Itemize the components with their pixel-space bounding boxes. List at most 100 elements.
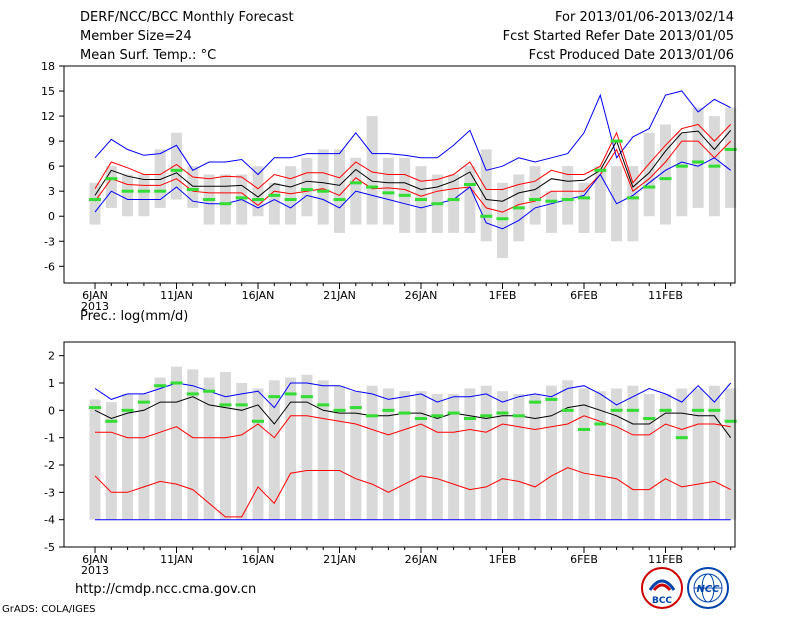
precip-marker-17 [349,406,362,410]
precip-marker-23 [447,411,460,415]
temp-bar-12 [268,182,280,225]
temp-marker-19 [382,191,395,195]
temp-marker-9 [219,202,232,206]
precip-xtick-label: 11JAN [160,553,193,566]
temp-bar-2 [105,166,117,208]
precip-bar-4 [138,393,150,520]
temp-bar-19 [382,157,394,225]
precip-ytick-label: 0 [48,404,55,417]
precip-bar-3 [122,393,134,520]
temp-bar-16 [334,149,345,233]
precip-marker-14 [300,395,313,399]
bcc-logo: BCC [641,567,683,609]
temp-marker-18 [366,185,379,189]
variable-label: Mean Surf. Temp.: °C [80,48,217,63]
precip-bar-15 [317,380,329,520]
precip-bar-40 [725,388,737,520]
precip-marker-36 [659,408,672,412]
precip-bar-20 [399,391,411,520]
temp-marker-22 [431,202,444,206]
temp-marker-16 [333,198,346,202]
temp-marker-20 [398,193,411,197]
temp-bar-23 [448,174,460,233]
temp-frame [63,65,736,284]
precip-marker-20 [398,411,411,415]
precip-line-max [94,382,732,409]
temp-bar-11 [252,166,264,217]
precip-marker-6 [170,381,183,385]
precip-xtick-label: 16JAN [242,553,275,566]
temp-marker-25 [480,214,493,218]
header-left: DERF/NCC/BCC Monthly Forecast Member Siz… [80,8,294,65]
temp-marker-21 [415,198,427,202]
temp-xtick-label: 21JAN [323,289,356,302]
precip-bar-25 [480,385,492,520]
temp-bar-34 [627,166,639,242]
temp-bar-24 [464,166,476,233]
temp-xtick-label: 16JAN [242,289,275,302]
precip-marker-7 [186,392,199,396]
precip-marker-2 [105,419,118,423]
precip-marker-11 [252,419,264,423]
precip-bar-26 [497,391,508,520]
precip-marker-24 [463,417,476,421]
precip-marker-19 [382,408,395,412]
temp-marker-29 [545,199,558,203]
precip-panel-title: Prec.: log(mm/d) [80,309,189,324]
temp-marker-6 [170,168,183,172]
precip-ytick-label: 2 [48,350,55,363]
precip-bar-1 [89,399,101,520]
temp-bar-35 [643,132,655,217]
temp-marker-8 [203,198,216,202]
precip-marker-35 [643,417,656,421]
precip-ytick-label: -2 [44,459,55,472]
precip-xtick-label: 11FEB [648,553,683,566]
temp-bar-9 [219,174,231,225]
temp-marker-40 [724,147,737,151]
temp-bar-31 [578,182,590,233]
precip-bar-27 [513,393,525,520]
precip-line-mean [94,396,732,438]
temp-marker-32 [594,168,607,172]
precip-bar-14 [301,374,313,520]
precip-marker-1 [89,406,101,410]
forecast-started-date: Fcst Started Refer Date 2013/01/05 [502,29,734,44]
temp-xtick-label: 26JAN [405,289,438,302]
precip-line-upper [95,415,731,439]
temp-bar-4 [138,174,150,217]
temp-bar-32 [594,166,606,233]
temp-marker-17 [349,181,362,185]
precip-xtick-label: 6FEB [570,553,598,566]
precip-line-lower [94,467,731,518]
temp-line-lower [94,140,732,213]
precip-ytick-label: -3 [44,486,55,499]
temp-marker-26 [496,217,509,221]
bcc-logo-text: BCC [652,596,672,606]
temp-bar-40 [725,107,737,208]
temp-marker-5 [154,189,167,193]
source-url[interactable]: http://cmdp.ncc.cma.gov.cn [75,582,257,597]
temp-ytick-label: 0 [48,210,55,223]
precip-bar-7 [187,369,199,520]
temp-marker-28 [529,198,542,202]
temp-marker-33 [610,139,623,143]
temp-xtick-label: 6FEB [570,289,598,302]
temp-marker-35 [643,185,656,189]
temp-marker-7 [186,188,199,192]
temp-marker-39 [708,164,721,168]
precip-marker-39 [708,408,721,412]
precip-bar-33 [611,388,623,520]
temp-marker-15 [317,189,330,193]
precip-xtick-label: 21JAN [323,553,356,566]
temp-bar-7 [187,166,199,208]
precip-bar-22 [431,393,443,520]
precip-marker-34 [626,408,639,412]
precip-bar-30 [562,380,574,520]
temp-bar-14 [301,157,313,217]
forecast-period: For 2013/01/06-2013/02/14 [555,10,734,25]
header-right: For 2013/01/06-2013/02/14 Fcst Started R… [503,8,734,65]
precip-marker-30 [561,408,574,412]
precip-marker-26 [496,411,509,415]
temp-marker-37 [675,164,688,168]
temp-bar-3 [122,174,134,217]
